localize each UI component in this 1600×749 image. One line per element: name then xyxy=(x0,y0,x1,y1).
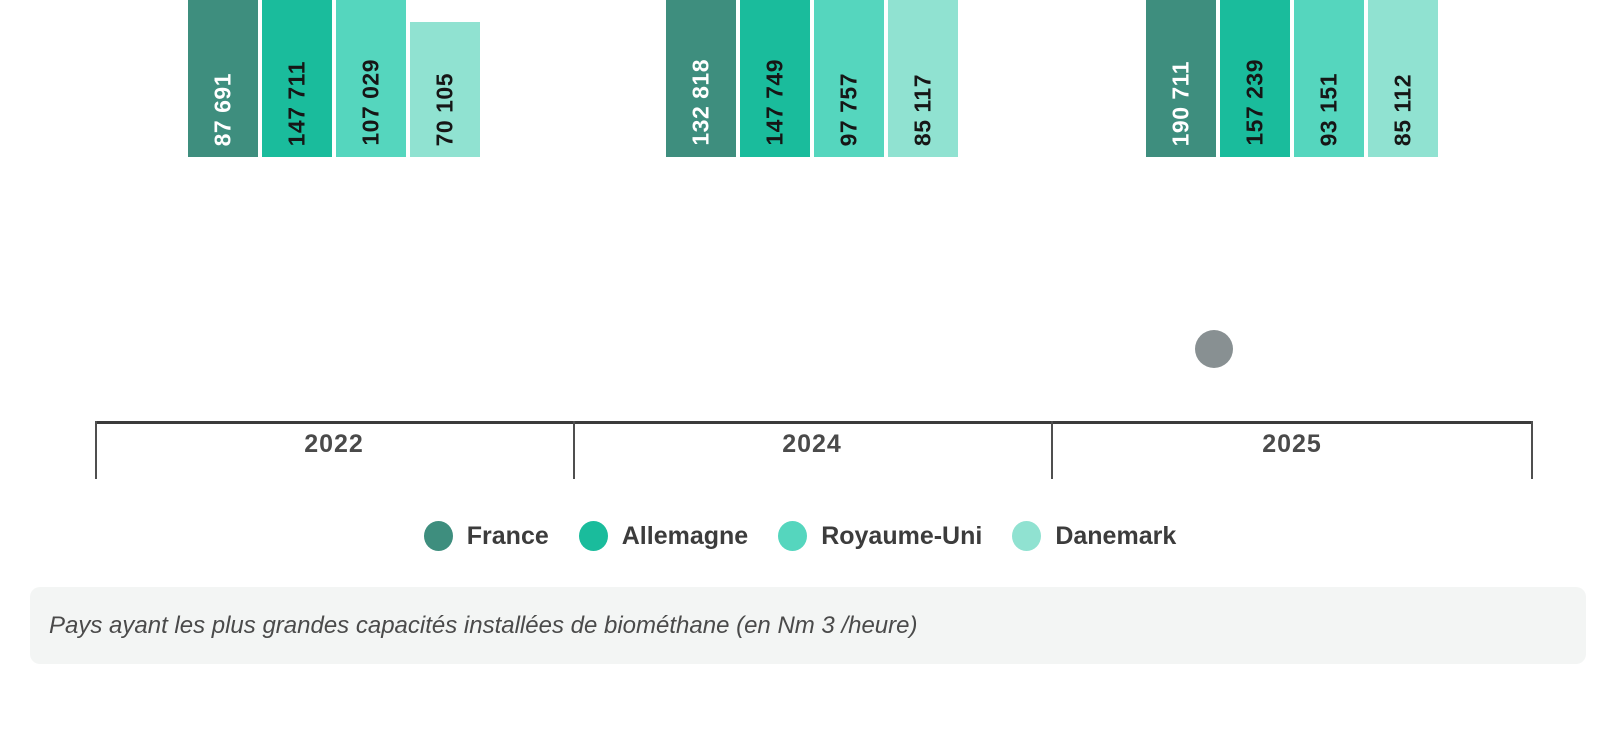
x-axis-tick xyxy=(573,421,575,479)
legend-item-danemark[interactable]: Danemark xyxy=(1012,521,1176,551)
bar-danemark-2022[interactable]: 70 105 xyxy=(410,22,480,157)
bar-allemagne-2024[interactable]: 147 749 xyxy=(740,0,810,157)
legend-color-dot-icon xyxy=(778,521,808,551)
bar-group-2022: 87 691 147 711 107 029 70 105 xyxy=(188,0,480,157)
legend-item-france[interactable]: France xyxy=(423,521,549,551)
bar-value-label: 85 112 xyxy=(1389,73,1416,146)
bar-value-label: 107 029 xyxy=(357,59,384,146)
bar-value-label: 147 749 xyxy=(761,59,788,146)
bar-value-label: 190 711 xyxy=(1167,60,1194,146)
legend-label: Allemagne xyxy=(621,521,749,550)
bar-danemark-2025[interactable]: 85 112 xyxy=(1368,0,1438,157)
legend-color-dot-icon xyxy=(423,521,453,551)
bar-france-2024[interactable]: 132 818 xyxy=(666,0,736,157)
caption-box: Pays ayant les plus grandes capacités in… xyxy=(30,587,1586,664)
chart-caption: Pays ayant les plus grandes capacités in… xyxy=(49,611,918,639)
bar-value-label: 132 818 xyxy=(687,59,714,146)
x-axis-line xyxy=(95,421,1532,424)
bar-value-label: 147 711 xyxy=(283,60,310,146)
x-axis-label-2022: 2022 xyxy=(304,430,364,458)
bar-value-label: 70 105 xyxy=(431,72,458,146)
bar-group-2024: 132 818 147 749 97 757 85 117 xyxy=(666,0,958,157)
chart-legend: France Allemagne Royaume-Uni Danemark xyxy=(0,521,1600,551)
legend-color-dot-icon xyxy=(1012,521,1042,551)
bar-value-label: 93 151 xyxy=(1315,72,1342,146)
x-axis-tick xyxy=(1051,421,1053,479)
bar-value-label: 157 239 xyxy=(1241,59,1268,146)
bar-value-label: 87 691 xyxy=(209,72,236,146)
bar-allemagne-2022[interactable]: 147 711 xyxy=(262,0,332,157)
legend-item-allemagne[interactable]: Allemagne xyxy=(578,521,749,551)
bar-value-label: 85 117 xyxy=(909,73,936,146)
bar-danemark-2024[interactable]: 85 117 xyxy=(888,0,958,157)
bar-france-2022[interactable]: 87 691 xyxy=(188,0,258,157)
x-axis-label-2024: 2024 xyxy=(782,430,842,458)
bar-value-label: 97 757 xyxy=(835,72,862,146)
x-axis-label-2025: 2025 xyxy=(1262,430,1322,458)
legend-color-dot-icon xyxy=(578,521,608,551)
bar-france-2025[interactable]: 190 711 xyxy=(1146,0,1216,157)
legend-label: France xyxy=(466,521,549,550)
x-axis-tick xyxy=(1531,421,1533,479)
legend-item-royaume-uni[interactable]: Royaume-Uni xyxy=(778,521,982,551)
bar-royaume-uni-2024[interactable]: 97 757 xyxy=(814,0,884,157)
legend-label: Royaume-Uni xyxy=(821,521,983,550)
bar-group-2025: 190 711 157 239 93 151 85 112 xyxy=(1146,0,1438,157)
bar-royaume-uni-2025[interactable]: 93 151 xyxy=(1294,0,1364,157)
bar-allemagne-2025[interactable]: 157 239 xyxy=(1220,0,1290,157)
click-indicator xyxy=(1195,330,1233,368)
bar-royaume-uni-2022[interactable]: 107 029 xyxy=(336,0,406,157)
x-axis-tick xyxy=(95,421,97,479)
legend-label: Danemark xyxy=(1055,521,1177,550)
bar-chart: 87 691 147 711 107 029 70 105 2022 132 818 147… xyxy=(95,0,1533,479)
